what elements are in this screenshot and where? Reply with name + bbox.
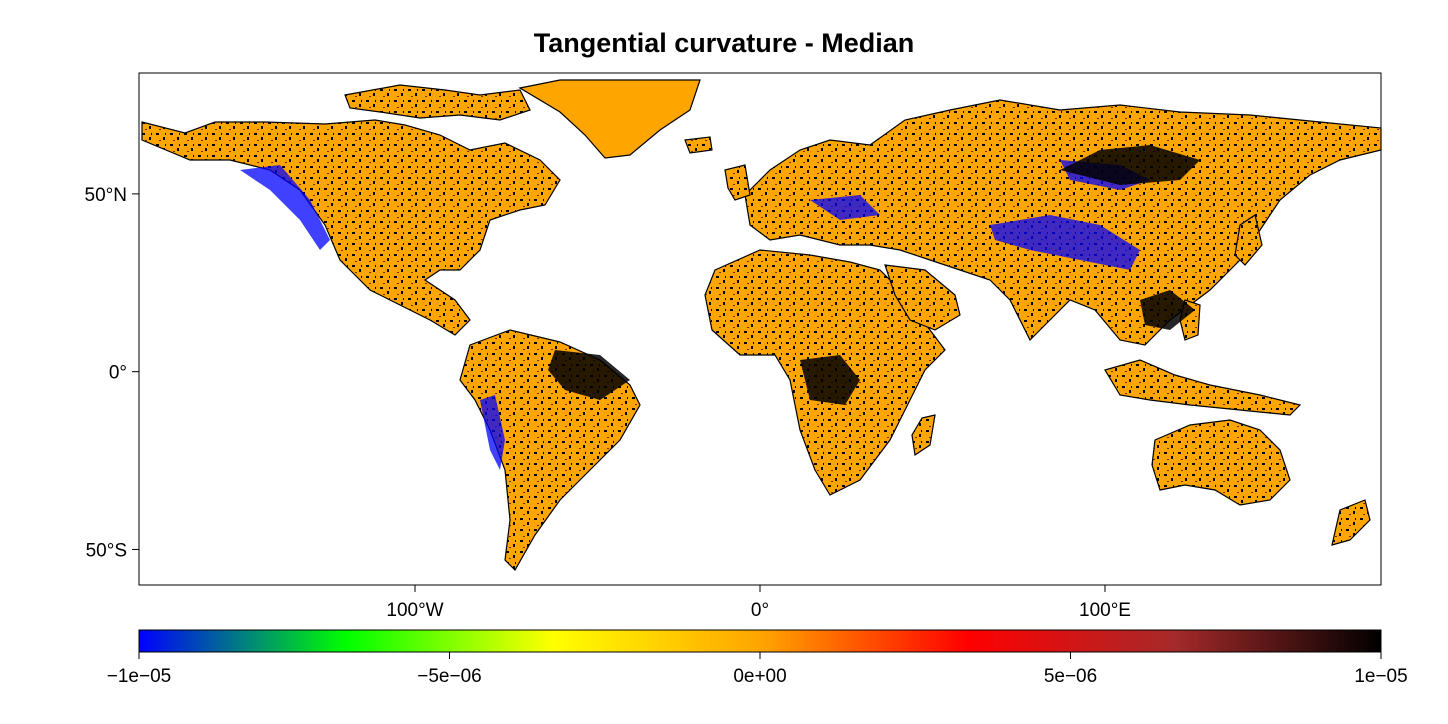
landmass-madagascar — [911, 414, 936, 457]
positive-curvature-patches — [548, 145, 1200, 405]
landmass-japan — [1234, 214, 1263, 266]
lon-tick-label: 100°E — [1079, 600, 1131, 621]
landmass-arctic-islands — [344, 84, 531, 121]
lat-tick-label: 50°S — [86, 540, 127, 561]
landmass-uk — [724, 164, 751, 201]
lat-tick-label: 50°N — [85, 185, 127, 206]
colorbar-tick-label: 5e−06 — [1044, 666, 1097, 687]
colorbar-tick-label: 0e+00 — [733, 666, 786, 687]
colorbar-tick-label: 1e−05 — [1354, 666, 1407, 687]
map-title: Tangential curvature - Median — [533, 28, 915, 58]
landmass-greenland — [518, 79, 701, 159]
longitude-axis: 100°W 0° 100°E — [386, 585, 1131, 621]
latitude-axis: 50°N 0° 50°S — [85, 185, 139, 561]
lon-tick-label: 0° — [751, 600, 769, 621]
colorbar-axis: −1e−05 −5e−06 0e+00 5e−06 1e−05 — [107, 652, 1408, 687]
colorbar — [138, 629, 1382, 653]
landmass-iceland — [684, 136, 713, 154]
lat-tick-label: 0° — [109, 363, 127, 384]
lon-tick-label: 100°W — [386, 600, 443, 621]
colorbar-tick-label: −1e−05 — [107, 666, 171, 687]
colorbar-tick-label: −5e−06 — [417, 666, 481, 687]
landmass-australia — [1151, 419, 1291, 506]
landmass-new-zealand — [1331, 499, 1371, 546]
landmass-indonesia — [1104, 359, 1302, 416]
landmass-arabia — [884, 264, 961, 331]
